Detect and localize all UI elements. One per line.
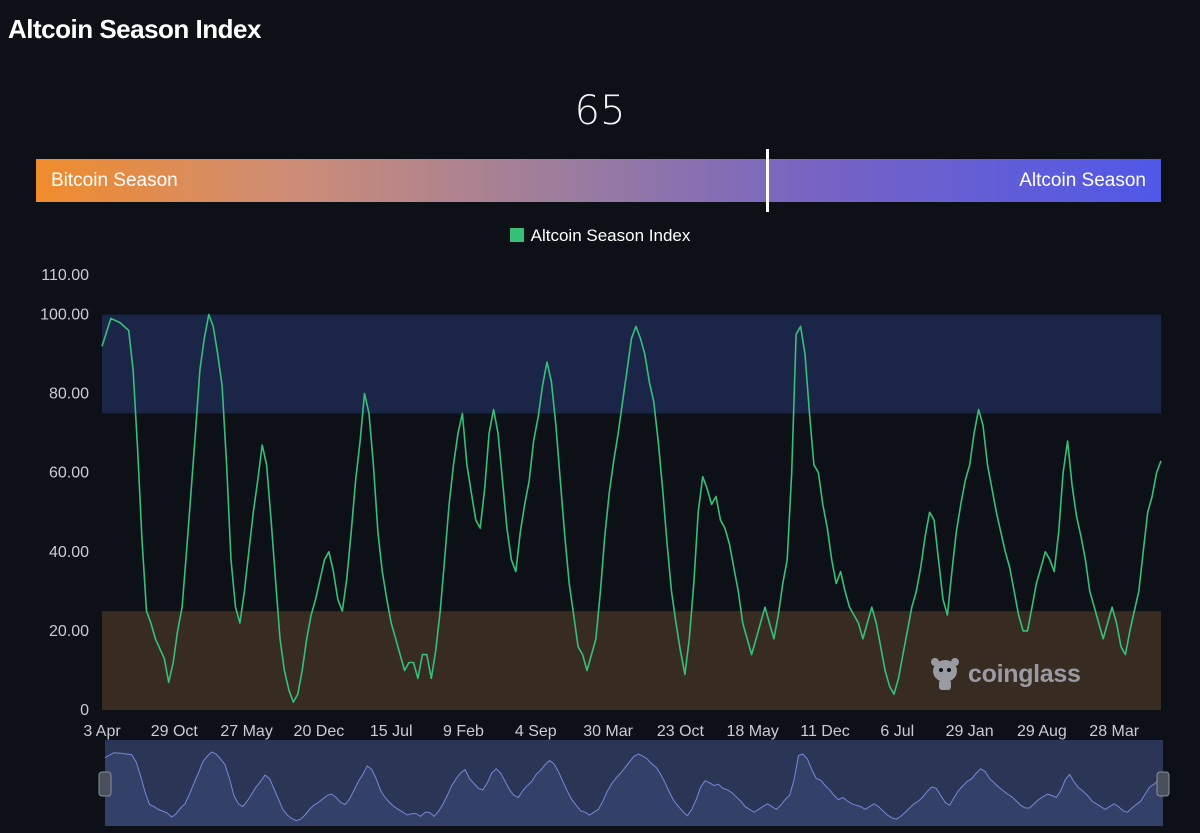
watermark-text: coinglass (968, 659, 1081, 688)
x-tick-label: 6 Jul (880, 723, 914, 740)
x-tick-label: 9 Feb (443, 723, 484, 740)
bitcoin-season-label: Bitcoin Season (51, 170, 178, 191)
x-tick-label: 28 Mar (1089, 723, 1139, 740)
y-tick-label: 110.00 (41, 267, 89, 284)
legend-swatch (509, 228, 524, 242)
coinglass-watermark: coinglass (928, 656, 1081, 692)
page-title: Altcoin Season Index (8, 14, 261, 44)
navigator-line (104, 751, 1164, 822)
x-tick-label: 3 Apr (83, 723, 121, 740)
x-tick-label: 29 Aug (1017, 723, 1067, 740)
y-tick-label: 40.00 (49, 544, 89, 561)
navigator[interactable] (98, 740, 1170, 826)
y-tick-label: 100.00 (40, 307, 89, 324)
x-tick-label: 29 Oct (151, 723, 199, 740)
season-gauge-bar: Bitcoin Season Altcoin Season (36, 149, 1161, 212)
x-tick-label: 30 Mar (583, 723, 633, 740)
x-tick-label: 20 Dec (294, 723, 345, 740)
y-tick-label: 20.00 (49, 623, 89, 640)
x-tick-label: 27 May (220, 723, 272, 740)
x-tick-label: 4 Sep (515, 723, 557, 740)
legend-label: Altcoin Season Index (530, 226, 691, 245)
gauge-marker (765, 149, 769, 212)
navigator-area (105, 752, 1163, 826)
navigator-handle-left[interactable] (98, 771, 112, 797)
x-tick-label: 15 Jul (370, 723, 413, 740)
coinglass-logo-icon (931, 658, 959, 690)
x-tick-label: 18 May (726, 723, 778, 740)
zone-band-altcoin-season (102, 314, 1161, 414)
y-tick-label: 60.00 (49, 465, 89, 482)
chart-legend[interactable]: Altcoin Season Index (0, 226, 1200, 246)
navigator-handle-right[interactable] (1156, 771, 1170, 797)
current-index-value: 65 (574, 88, 626, 134)
series-line-altcoin-season-index (101, 313, 1162, 703)
x-tick-label: 11 Dec (800, 723, 850, 740)
altcoin-season-label: Altcoin Season (1019, 170, 1146, 191)
x-tick-label: 29 Jan (946, 723, 994, 740)
y-tick-label: 0 (80, 702, 89, 719)
y-tick-label: 80.00 (49, 386, 89, 403)
x-tick-label: 23 Oct (657, 723, 705, 740)
